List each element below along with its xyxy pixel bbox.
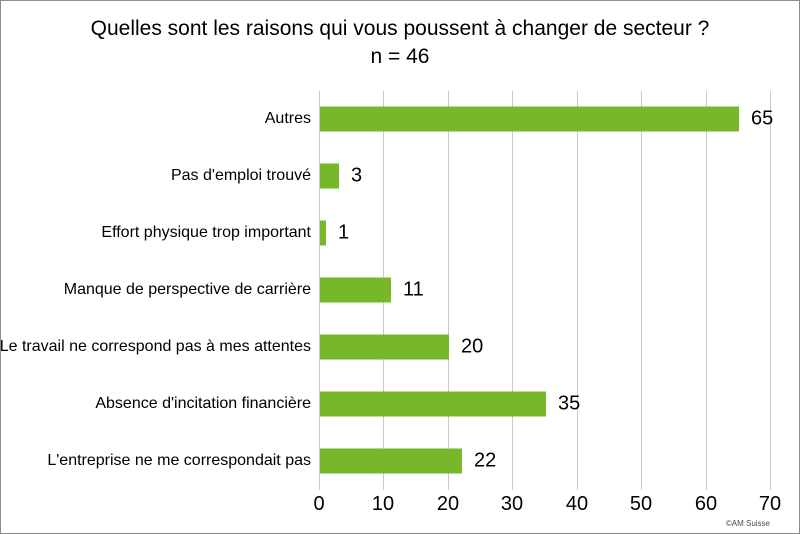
bar — [320, 277, 391, 303]
bar-row: 3 — [319, 148, 770, 205]
bar — [320, 220, 326, 246]
bar-value-label: 65 — [751, 107, 774, 130]
gridline-x-0 — [319, 91, 320, 490]
x-tick-label: 70 — [758, 493, 782, 515]
bar-row: 11 — [319, 262, 770, 319]
bar-row: 35 — [319, 375, 770, 432]
bar-value-label: 35 — [558, 392, 581, 415]
gridline-x-70 — [770, 91, 771, 490]
bar-value-label: 22 — [474, 449, 497, 472]
x-tick-label: 20 — [436, 493, 460, 515]
copyright-note: ©AM Suisse — [725, 519, 770, 528]
x-tick-label: 60 — [694, 493, 718, 515]
chart-title: Quelles sont les raisons qui vous pousse… — [90, 17, 710, 68]
gridline-x-40 — [577, 91, 578, 490]
bar-value-label: 1 — [338, 221, 350, 244]
gridline-x-20 — [448, 91, 449, 490]
category-labels: Autres Pas d'emploi trouvé Effort physique… — [0, 91, 311, 489]
gridline-x-30 — [512, 91, 513, 490]
bar-row: 1 — [319, 205, 770, 262]
bar-value-label: 11 — [403, 278, 424, 301]
bar-value-label: 20 — [461, 335, 484, 358]
plot-area: 65 3 1 11 20 35 22 — [319, 91, 774, 490]
category-label: L'entreprise ne me correspondait pas — [47, 451, 311, 469]
category-label: Absence d'incitation financière — [95, 394, 311, 412]
bar-row: 20 — [319, 318, 770, 375]
bar — [320, 334, 449, 360]
x-tick-label: 0 — [313, 493, 325, 515]
bar — [320, 391, 546, 417]
gridline-x-60 — [706, 91, 707, 490]
bar-value-label: 3 — [351, 164, 363, 187]
category-label: Autres — [264, 110, 311, 128]
x-tick-label: 10 — [371, 493, 395, 515]
x-tick-label: 50 — [629, 493, 653, 515]
bar-row: 65 — [319, 91, 774, 148]
x-tick-label: 40 — [565, 493, 589, 515]
x-axis: 0 10 20 30 40 50 60 70 — [1, 493, 799, 519]
bar — [320, 106, 739, 132]
category-label: Effort physique trop important — [101, 224, 311, 242]
x-tick-label: 30 — [500, 493, 524, 515]
category-label: Manque de perspective de carrière — [63, 280, 311, 298]
bar — [320, 448, 462, 474]
category-label: Pas d'emploi trouvé — [170, 167, 311, 185]
gridline-x-50 — [641, 91, 642, 490]
category-label: Le travail ne correspond pas à mes atten… — [0, 337, 311, 355]
bar-row: 22 — [319, 432, 770, 489]
bar — [320, 163, 339, 189]
